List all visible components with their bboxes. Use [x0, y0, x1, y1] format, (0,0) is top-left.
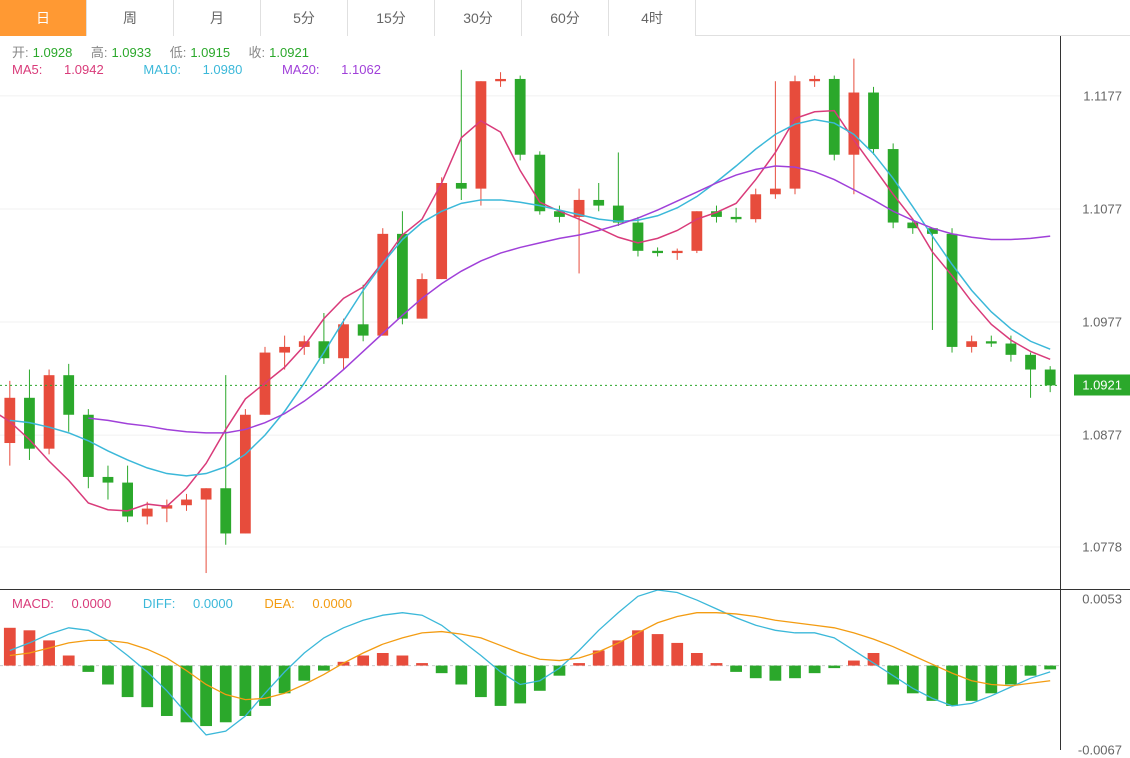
- price-tick: 1.1177: [1083, 88, 1122, 103]
- candlestick-chart: 开:1.0928 高:1.0933 低:1.0915 收:1.0921 MA5:…: [0, 36, 1130, 590]
- price-tick: 1.0877: [1082, 428, 1122, 443]
- timeframe-tab[interactable]: 周: [87, 0, 174, 36]
- timeframe-tab[interactable]: 4时: [609, 0, 696, 36]
- chart-canvas[interactable]: [0, 36, 1060, 589]
- macd-tick: -0.0067: [1078, 743, 1122, 758]
- price-tick: 1.0977: [1082, 315, 1122, 330]
- price-tick: 1.1077: [1082, 201, 1122, 216]
- timeframe-tab[interactable]: 30分: [435, 0, 522, 36]
- macd-panel: MACD: 0.0000 DIFF: 0.0000 DEA: 0.0000 0.…: [0, 590, 1130, 750]
- timeframe-tab[interactable]: 60分: [522, 0, 609, 36]
- macd-axis: 0.0053-0.0067: [1060, 590, 1130, 750]
- timeframe-tabs: 日周月5分15分30分60分4时: [0, 0, 1130, 36]
- timeframe-tab[interactable]: 日: [0, 0, 87, 36]
- current-price-badge: 1.0921: [1074, 375, 1130, 396]
- macd-canvas[interactable]: [0, 590, 1060, 750]
- timeframe-tab[interactable]: 15分: [348, 0, 435, 36]
- price-axis: 1.1177 1.1077 1.0977 1.0877 1.0778 1.0921: [1060, 36, 1130, 589]
- macd-tick: 0.0053: [1082, 591, 1122, 606]
- price-tick: 1.0778: [1082, 540, 1122, 555]
- timeframe-tab[interactable]: 5分: [261, 0, 348, 36]
- timeframe-tab[interactable]: 月: [174, 0, 261, 36]
